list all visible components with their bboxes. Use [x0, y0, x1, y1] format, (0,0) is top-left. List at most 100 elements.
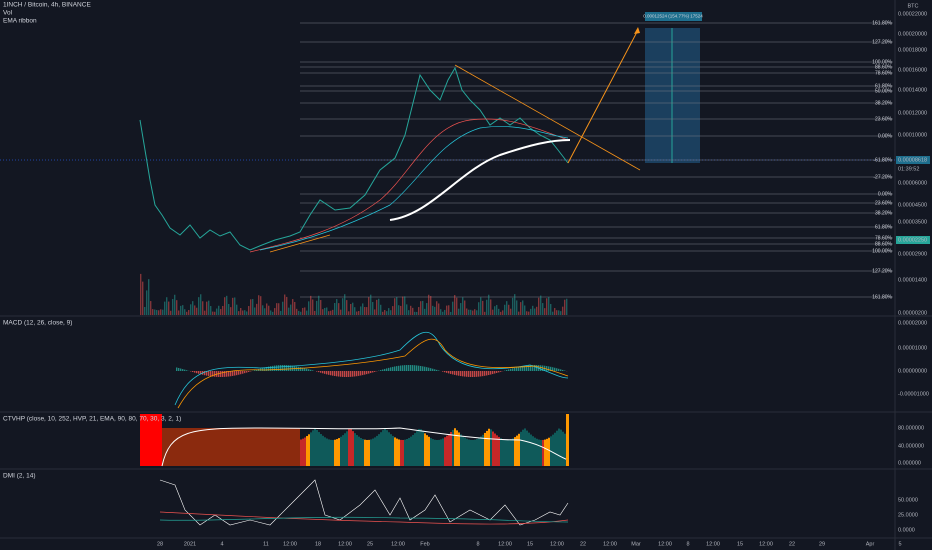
volume-bar	[172, 299, 174, 315]
macd-bar	[404, 365, 406, 371]
time-label: 12:00	[658, 541, 672, 547]
trend-line[interactable]	[454, 64, 641, 171]
volume-bar	[244, 310, 246, 315]
ctvhp-title: CTVHP (close, 10, 252, HVP, 21, EMA, 90,…	[3, 416, 181, 423]
volume-bar	[490, 299, 492, 315]
ctvhp-bar	[390, 434, 392, 466]
ctvhp-bar	[386, 430, 388, 466]
volume-bar	[222, 305, 224, 315]
macd-axis-label: -0.00001000	[898, 391, 929, 397]
volume-bar	[168, 301, 170, 315]
volume-bar	[564, 299, 566, 315]
macd-bar	[264, 367, 266, 371]
ctvhp-bar	[274, 428, 276, 466]
ctvhp-bar	[564, 433, 566, 466]
dmi-title: DMI (2, 14)	[3, 473, 36, 480]
macd-bar	[336, 371, 338, 377]
macd-bar	[286, 365, 288, 371]
volume-bar	[368, 297, 370, 315]
time-label: 8	[476, 541, 479, 547]
ctvhp-bar	[212, 428, 214, 466]
ctvhp-bar	[444, 437, 446, 466]
ctvhp-bar	[464, 437, 466, 466]
time-label: 12:00	[338, 541, 352, 547]
ctvhp-bar	[526, 430, 528, 466]
volume-bar	[472, 310, 474, 315]
fib-label: 38.20%	[875, 100, 893, 106]
macd-bar	[238, 371, 240, 375]
macd-bar	[356, 371, 358, 377]
volume-bar	[316, 300, 318, 315]
fib-label: 127.20%	[872, 268, 892, 274]
macd-bar	[274, 365, 276, 371]
time-label: 12:00	[498, 541, 512, 547]
volume-bar	[422, 300, 424, 315]
ctvhp-bar	[404, 439, 406, 466]
volume-bar	[158, 310, 160, 315]
fib-label: 88.60%	[875, 64, 893, 70]
volume-bar	[420, 301, 422, 315]
macd-bar	[432, 368, 434, 371]
ctvhp-bar	[244, 428, 246, 466]
time-label: 22	[789, 541, 795, 547]
macd-bar	[470, 371, 472, 377]
ctvhp-bar	[218, 428, 220, 466]
ctvhp-bar	[378, 434, 380, 466]
ctvhp-bar	[532, 436, 534, 466]
macd-bar	[448, 371, 450, 374]
volume-bar	[492, 309, 494, 315]
volume-bar	[272, 311, 274, 315]
macd-bar	[546, 366, 548, 371]
trend-line[interactable]	[269, 234, 331, 253]
macd-bar	[192, 371, 194, 373]
volume-bar	[336, 299, 338, 315]
volume-bar	[500, 311, 502, 315]
volume-bar	[452, 301, 454, 315]
volume-bar	[352, 302, 354, 315]
price-label: 0.00018000	[898, 47, 927, 53]
macd-bar	[466, 371, 468, 377]
volume-bar	[252, 299, 254, 315]
volume-bar	[562, 306, 564, 315]
ctvhp-bar	[180, 428, 182, 466]
macd-bar	[330, 371, 332, 376]
ctvhp-bar	[438, 439, 440, 466]
ctvhp-bar	[392, 435, 394, 466]
volume-bar	[394, 298, 396, 315]
ctvhp-bar	[226, 428, 228, 466]
volume-bar	[346, 300, 348, 315]
price-label: 0.00000200	[898, 310, 927, 316]
projection-arrow[interactable]	[567, 29, 639, 164]
macd-bar	[308, 369, 310, 371]
volume-bar	[152, 309, 154, 315]
ctvhp-bar	[200, 428, 202, 466]
ctvhp-bar	[528, 432, 530, 466]
volume-bar	[342, 298, 344, 315]
time-label: 12:00	[706, 541, 720, 547]
ctvhp-current	[566, 414, 569, 466]
fib-label: 161.80%	[872, 294, 892, 300]
fib-label: 78.60%	[875, 70, 893, 76]
ctvhp-bar	[222, 428, 224, 466]
ctvhp-bar	[470, 439, 472, 466]
volume-bar	[470, 309, 472, 315]
macd-bar	[364, 371, 366, 375]
ctvhp-bar	[428, 436, 430, 466]
volume-bar	[544, 308, 546, 315]
volume-bar	[214, 311, 216, 315]
ctvhp-bar	[304, 437, 306, 466]
ctvhp-bar	[484, 432, 486, 466]
volume-bar	[556, 310, 558, 315]
macd-bar	[300, 367, 302, 371]
volume-bar	[478, 302, 480, 315]
ctvhp-bar	[170, 428, 172, 466]
ctvhp-bar	[366, 439, 368, 466]
macd-bar	[328, 371, 330, 375]
volume-bar	[508, 304, 510, 315]
volume-bar	[402, 296, 404, 315]
volume-bar	[194, 305, 196, 315]
ctvhp-bar	[184, 428, 186, 466]
low-marker: 0.00002250	[898, 237, 927, 243]
ctvhp-bar	[516, 435, 518, 466]
ctvhp-bar	[164, 428, 166, 466]
